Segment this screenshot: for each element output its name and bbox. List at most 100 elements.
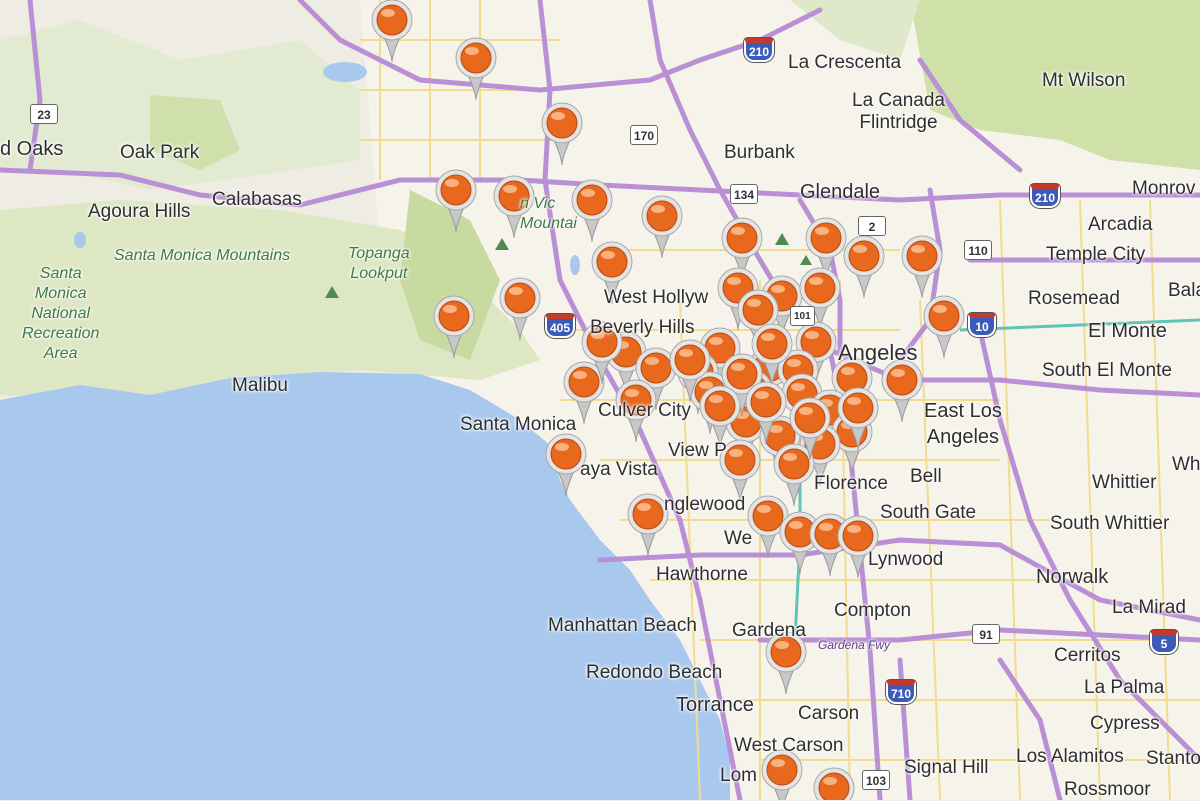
city-label: El Monte <box>1088 320 1167 342</box>
highway-shield: 10 <box>968 313 996 337</box>
city-label: Beverly Hills <box>590 317 695 338</box>
outage-marker-pin[interactable] <box>719 439 761 503</box>
outage-marker-pin[interactable] <box>541 102 583 166</box>
outage-marker-pin[interactable] <box>455 37 497 101</box>
outage-marker-pin[interactable] <box>581 321 623 385</box>
road-label: Gardena Fwy <box>818 638 891 652</box>
pacific-ocean <box>0 372 730 800</box>
outage-marker-pin[interactable] <box>747 495 789 559</box>
outage-marker-pin[interactable] <box>779 511 821 575</box>
city-label: La Crescenta <box>788 52 902 73</box>
highway-shield: 170 <box>630 125 659 145</box>
highway-shield: 2 <box>858 216 886 236</box>
outage-marker-pin[interactable] <box>761 749 803 800</box>
city-label: Bala <box>1168 280 1200 301</box>
city-label: Signal Hill <box>904 757 989 778</box>
city-label: Stanto <box>1146 748 1200 769</box>
outage-marker-pin[interactable] <box>745 381 787 445</box>
outage-marker-pin[interactable] <box>737 289 779 353</box>
city-label: Whittier <box>1092 472 1157 493</box>
city-label: Agoura Hills <box>88 201 191 222</box>
city-label: Oak Park <box>120 142 200 163</box>
city-label: Bell <box>910 466 942 487</box>
outage-marker-pin[interactable] <box>765 631 807 695</box>
city-label: Whi <box>1172 454 1200 475</box>
outage-marker-pin[interactable] <box>641 195 683 259</box>
park-label: Santa Monica National Recreation Area <box>22 265 100 362</box>
city-label: Manhattan Beach <box>548 615 697 636</box>
outage-marker-pin[interactable] <box>433 295 475 359</box>
outage-marker-pin[interactable] <box>881 359 923 423</box>
outage-marker-pin[interactable] <box>615 379 657 443</box>
city-label: Lynwood <box>868 549 944 570</box>
lake <box>323 62 367 82</box>
outage-marker-pin[interactable] <box>789 397 831 461</box>
outage-marker-pin[interactable] <box>627 493 669 557</box>
city-label: Arcadia <box>1088 214 1153 235</box>
outage-marker-pin[interactable] <box>571 179 613 243</box>
city-label: La Mirad <box>1112 597 1186 618</box>
lake <box>74 232 86 248</box>
outage-marker-pin[interactable] <box>669 339 711 403</box>
outage-marker-pin[interactable] <box>923 295 965 359</box>
city-label: Temple City <box>1046 244 1146 265</box>
city-label: Monrov <box>1132 178 1196 199</box>
outage-marker-pin[interactable] <box>635 347 677 411</box>
outage-marker-pin[interactable] <box>435 169 477 233</box>
city-label: Gardena <box>732 620 806 641</box>
city-label: Norwalk <box>1036 566 1109 588</box>
city-label: Santa Monica <box>460 414 577 435</box>
outage-markers <box>371 0 965 800</box>
park-oak-park <box>150 95 240 170</box>
city-label: South Whittier <box>1050 513 1170 534</box>
city-label: South Gate <box>880 502 977 523</box>
highway-shield: 101 <box>790 306 815 326</box>
outage-marker-pin[interactable] <box>773 443 815 507</box>
outage-marker-pin[interactable] <box>837 515 879 579</box>
city-label: Lom <box>720 765 757 786</box>
highway-shield: 91 <box>972 624 1000 644</box>
city-label: nglewood <box>664 494 746 515</box>
outage-marker-pin[interactable] <box>721 353 763 417</box>
city-label: Compton <box>834 600 912 621</box>
park-label: n Vic Mountai <box>520 195 577 232</box>
city-label: Rosemead <box>1028 288 1120 309</box>
outage-marker-pin[interactable] <box>545 433 587 497</box>
outage-marker-pin[interactable] <box>699 385 741 449</box>
city-label: La Palma <box>1084 677 1165 698</box>
city-label: East Los Angeles <box>924 400 1002 448</box>
city-label: West Hollyw <box>604 287 709 308</box>
outage-marker-pin[interactable] <box>371 0 413 63</box>
city-label: Calabasas <box>212 189 302 210</box>
city-label: Cypress <box>1090 713 1160 734</box>
park-angeles-forest <box>910 0 1200 170</box>
highway-shield: 103 <box>862 770 891 790</box>
outage-marker-pin[interactable] <box>499 277 541 341</box>
outage-marker-pin[interactable] <box>751 323 793 387</box>
park-label: Topanga Lookput <box>348 245 410 282</box>
outage-marker-pin[interactable] <box>805 217 847 281</box>
outage-marker-pin[interactable] <box>813 767 855 800</box>
city-label: Carson <box>798 703 860 724</box>
city-label: West Carson <box>734 735 844 756</box>
city-label: d Oaks <box>0 138 64 160</box>
city-label: Rossmoor <box>1064 779 1151 800</box>
outage-marker-pin[interactable] <box>837 387 879 451</box>
highway-shield: 134 <box>730 184 759 204</box>
outage-marker-pin[interactable] <box>843 235 885 299</box>
highway-shield: 710 <box>886 680 917 704</box>
reservoir <box>570 255 580 275</box>
outage-marker-pin[interactable] <box>493 175 535 239</box>
highway-shield: 405 <box>545 314 576 338</box>
highway-shield: 5 <box>1150 630 1178 654</box>
outage-marker-pin[interactable] <box>563 361 605 425</box>
city-label: Culver City <box>598 400 691 421</box>
outage-marker-pin[interactable] <box>591 241 633 305</box>
park-san-rafael <box>790 0 920 60</box>
outage-marker-pin[interactable] <box>901 235 943 299</box>
city-label: Hawthorne <box>656 564 748 585</box>
city-label: Cerritos <box>1054 645 1121 666</box>
city-label: Burbank <box>724 142 795 163</box>
city-label: Mt Wilson <box>1042 70 1126 91</box>
